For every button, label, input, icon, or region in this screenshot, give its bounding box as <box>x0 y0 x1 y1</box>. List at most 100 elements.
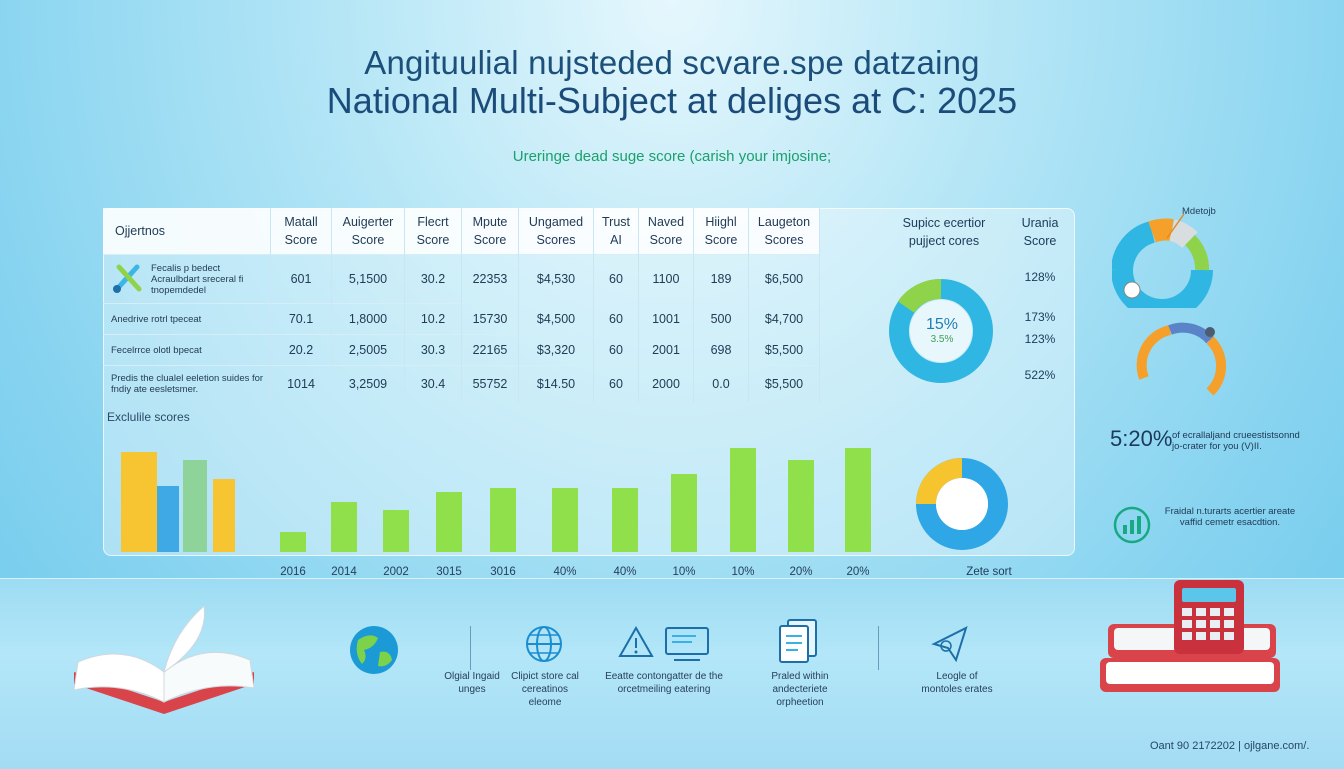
x-tick-label: 40% <box>613 566 637 578</box>
table-cell: $14.50 <box>518 365 594 402</box>
x-tick-label: 3016 <box>490 566 516 578</box>
table-row: Fecalis p bedect Acraulbdart sreceral fi… <box>103 254 820 304</box>
x-tick-label: 3015 <box>436 566 462 578</box>
table-cell: $4,700 <box>748 303 820 335</box>
table-cell: 5,1500 <box>331 254 405 304</box>
table-cell: 60 <box>593 334 639 366</box>
table-row: Predis the clualel eeletion suides for f… <box>103 365 820 402</box>
table-cell: 2001 <box>638 334 694 366</box>
table-cell: 60 <box>593 303 639 335</box>
bar <box>436 492 462 552</box>
table-cell: $4,500 <box>518 303 594 335</box>
row-label: Fecalis p bedect Acraulbdart sreceral fi… <box>151 262 244 296</box>
pie-heading: Supicc ecertior pujject cores <box>902 216 986 248</box>
x-tick-label: 10% <box>672 566 696 578</box>
table-row: Anedrive rotrl tpeceat 70.1 1,8000 10.2 … <box>103 303 820 335</box>
table-cell: $5,500 <box>748 334 820 366</box>
table-row: Fecelrrce olotl bpecat 20.2 2,5005 30.3 … <box>103 334 820 366</box>
gauge-chart-top <box>1112 213 1213 308</box>
table-cell: 1014 <box>270 365 332 402</box>
bottom-caption: Praled within andecteriete orpheetion <box>771 671 829 708</box>
table-cell: 2000 <box>638 365 694 402</box>
x-tick-label: 40% <box>553 566 577 578</box>
ring-chart <box>916 458 1008 550</box>
x-tick-label: 10% <box>731 566 755 578</box>
paper-plane-icon <box>931 626 968 663</box>
table-cell: 1,8000 <box>331 303 405 335</box>
row-label: Anedrive rotrl tpeceat <box>103 303 271 335</box>
column-header: Flecrt Score <box>404 208 462 255</box>
table-cell: 698 <box>693 334 749 366</box>
column-header: Ojjertnos <box>103 208 271 255</box>
table-cell: 3,2509 <box>331 365 405 402</box>
column-header: Auigerter Score <box>331 208 405 255</box>
growth-chart-icon <box>1113 506 1151 544</box>
x-tick-label: 2002 <box>383 566 409 578</box>
web-icon <box>526 626 562 662</box>
row-label-cell: Fecalis p bedect Acraulbdart sreceral fi… <box>103 254 271 304</box>
table-cell: 30.3 <box>404 334 462 366</box>
donut-center-sub: 3.5% <box>930 334 954 345</box>
table-header-row: Ojjertnos Matall Score Auigerter Score F… <box>103 208 820 255</box>
x-tick-label: 20% <box>846 566 870 578</box>
table-cell: 70.1 <box>270 303 332 335</box>
table-cell: 0.0 <box>693 365 749 402</box>
column-header: Trust AI <box>593 208 639 255</box>
column-header: Laugeton Scores <box>748 208 820 255</box>
bar <box>490 488 516 552</box>
footer-text: Oant 90 2172202 | ojlgane.com/. <box>1150 740 1310 752</box>
bar <box>280 532 306 552</box>
bar <box>383 510 409 552</box>
bar <box>730 448 756 552</box>
divider <box>878 626 879 670</box>
x-tick-label: 20% <box>789 566 813 578</box>
tools-icon <box>111 261 145 298</box>
table-cell: 1100 <box>638 254 694 304</box>
bottom-caption: Clipict store cal cereatinos eleome <box>511 671 579 708</box>
documents-icon <box>779 619 817 663</box>
urania-value: 128% <box>1024 270 1056 284</box>
table-cell: $5,500 <box>748 365 820 402</box>
table-cell: 60 <box>593 254 639 304</box>
donut-chart <box>889 279 993 383</box>
open-book-illustration <box>73 605 255 714</box>
bar <box>331 502 357 552</box>
divider <box>470 626 471 670</box>
table-cell: 2,5005 <box>331 334 405 366</box>
table-cell: $3,320 <box>518 334 594 366</box>
subtitle: Ureringe dead suge score (carish your im… <box>512 148 832 165</box>
extra-axis-label: Zete sort <box>966 566 1012 578</box>
gauge-chart-middle <box>1136 322 1226 396</box>
donut-center-value: 15% <box>925 316 959 333</box>
column-header: Ungamed Scores <box>518 208 594 255</box>
accent-bar <box>183 460 207 552</box>
bar <box>788 460 814 552</box>
bar <box>671 474 697 552</box>
urania-value: 522% <box>1024 368 1056 382</box>
bar <box>612 488 638 552</box>
chart-title: Exclulile scores <box>107 410 190 424</box>
urania-value: 173% <box>1024 310 1056 324</box>
bar-chart <box>121 448 871 552</box>
bar <box>552 488 578 552</box>
accent-bar <box>213 479 235 552</box>
bottom-caption: Eeatte contongatter de the orcetmeiling … <box>605 671 723 695</box>
table-cell: 189 <box>693 254 749 304</box>
table-cell: 15730 <box>461 303 519 335</box>
title-line-1: Angituulial nujsteded scvare.spe datzain… <box>364 44 980 81</box>
x-tick-label: 2016 <box>280 566 306 578</box>
column-header: Hiighl Score <box>693 208 749 255</box>
table-cell: 30.2 <box>404 254 462 304</box>
table-cell: $6,500 <box>748 254 820 304</box>
side-note: Fraidal n.turarts acertier areate vaffid… <box>1164 506 1296 528</box>
column-header: Naved Score <box>638 208 694 255</box>
warning-monitor-icon <box>618 625 709 661</box>
x-tick-label: 2014 <box>331 566 357 578</box>
table-cell: 10.2 <box>404 303 462 335</box>
urania-heading: Urania Score <box>1021 216 1059 248</box>
row-label: Predis the clualel eeletion suides for f… <box>103 365 271 402</box>
accent-bar <box>157 486 179 552</box>
table-cell: 22165 <box>461 334 519 366</box>
side-top-label: Mdetojb <box>1182 206 1216 217</box>
accent-bar <box>121 452 157 552</box>
